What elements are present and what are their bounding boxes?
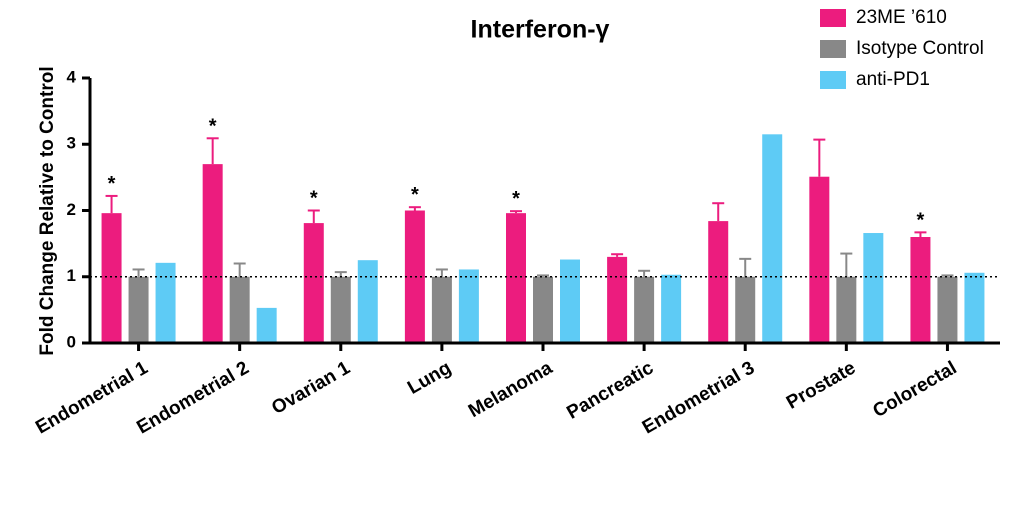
bar <box>330 276 351 343</box>
significance-marker: * <box>310 188 318 210</box>
bar <box>506 213 526 343</box>
bar <box>533 276 553 343</box>
bar <box>229 276 250 343</box>
y-tick-label: 4 <box>67 67 77 86</box>
bar <box>809 176 830 343</box>
legend-swatch <box>820 71 846 89</box>
x-tick-label: Endometrial 1 <box>32 357 152 438</box>
bar <box>202 164 223 343</box>
bar <box>560 259 580 343</box>
x-tick-label: Prostate <box>783 357 859 413</box>
chart-title: Interferon-γ <box>471 16 610 44</box>
y-tick-label: 0 <box>67 332 76 351</box>
bar <box>256 307 277 343</box>
bar <box>708 221 729 343</box>
bar <box>937 276 958 343</box>
bar <box>303 223 324 343</box>
bar <box>357 260 378 343</box>
y-tick-label: 3 <box>67 134 76 153</box>
legend-swatch <box>820 9 846 27</box>
y-tick-label: 1 <box>67 266 76 285</box>
significance-marker: * <box>108 173 116 195</box>
bar <box>128 276 149 343</box>
legend-label: 23ME ’610 <box>856 7 947 28</box>
bar <box>735 276 756 343</box>
legend-swatch <box>820 40 846 58</box>
significance-marker: * <box>209 115 217 137</box>
legend-label: anti-PD1 <box>856 69 930 90</box>
bar <box>634 276 655 343</box>
y-tick-label: 2 <box>67 200 76 219</box>
bar <box>863 233 884 343</box>
y-axis-label: Fold Change Relative to Control <box>37 66 58 355</box>
significance-marker: * <box>917 209 925 231</box>
bar <box>661 274 682 343</box>
x-tick-label: Lung <box>404 357 455 398</box>
bar <box>155 262 176 343</box>
significance-marker: * <box>512 188 520 210</box>
bar <box>101 213 122 343</box>
bar <box>964 272 985 343</box>
significance-marker: * <box>411 184 419 206</box>
bar <box>458 269 479 343</box>
legend-label: Isotype Control <box>856 38 984 59</box>
bar <box>431 276 452 343</box>
bar <box>836 276 857 343</box>
bar <box>404 210 425 343</box>
x-tick-label: Ovarian 1 <box>268 357 354 419</box>
x-tick-label: Endometrial 2 <box>133 357 252 438</box>
bar <box>762 134 783 343</box>
x-tick-label: Melanoma <box>465 357 556 422</box>
x-tick-label: Endometrial 3 <box>639 357 758 438</box>
x-tick-label: Colorectal <box>869 357 960 422</box>
x-tick-label: Pancreatic <box>563 357 657 423</box>
bar <box>607 256 628 343</box>
bar <box>910 237 931 343</box>
